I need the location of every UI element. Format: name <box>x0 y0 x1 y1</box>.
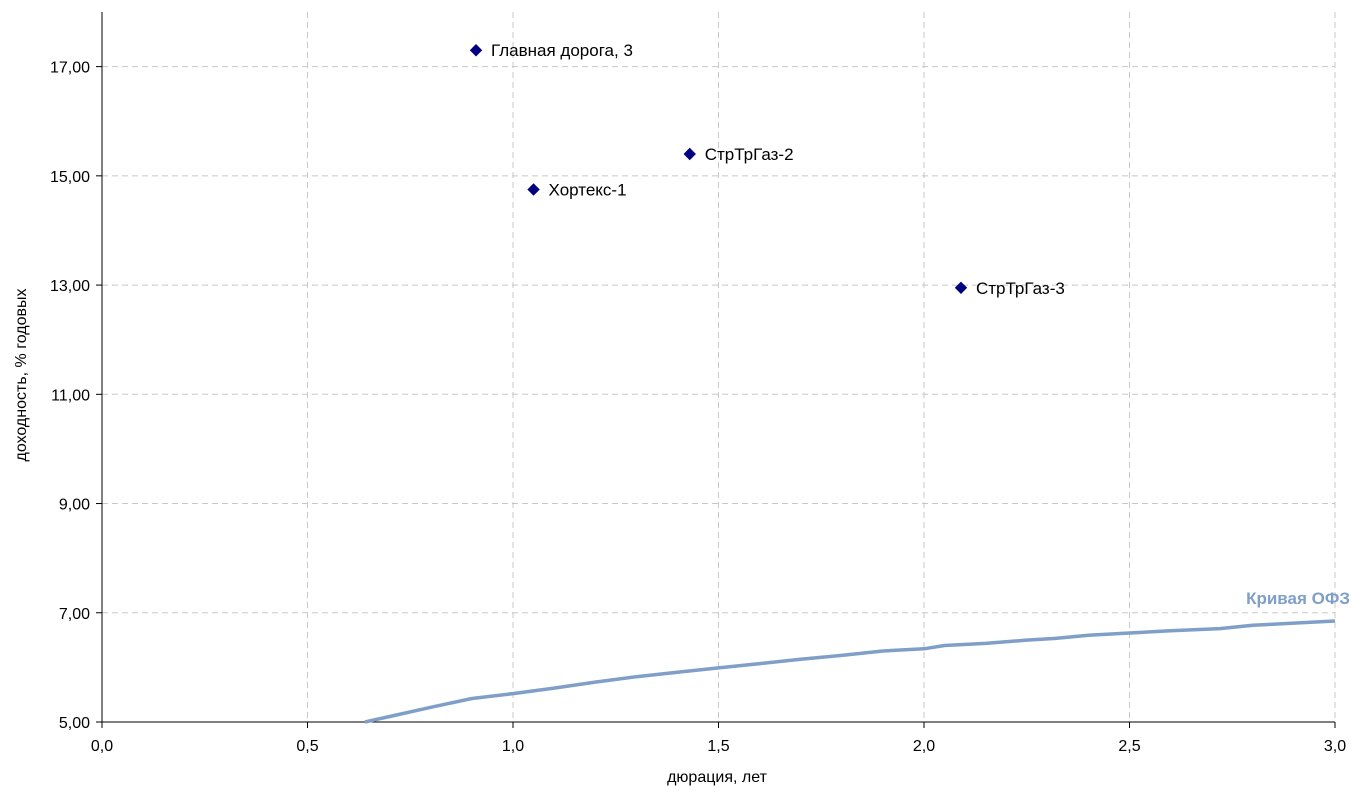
ofz-curve-line <box>364 619 1336 724</box>
data-point-marker <box>527 183 540 196</box>
x-tick-label: 1,0 <box>502 738 524 755</box>
points-layer: Главная дорога, 3 Хортекс-1 СтрТрГаз-2 СтрТ… <box>469 41 1065 298</box>
x-tick-label: 0,0 <box>91 738 113 755</box>
x-tick-label: 2,5 <box>1118 738 1140 755</box>
data-point-marker <box>469 44 483 57</box>
y-tick-label: 11,00 <box>51 387 90 404</box>
x-tick-label: 3,0 <box>1324 738 1346 755</box>
x-tick-label: 1,5 <box>707 738 729 755</box>
data-point-label: Хортекс-1 <box>549 181 627 200</box>
grid-layer <box>102 12 1336 722</box>
x-tick-label: 2,0 <box>913 738 935 755</box>
data-point-marker <box>683 147 696 161</box>
x-axis-title: дюрация, лет <box>667 769 767 786</box>
y-tick-label: 5,00 <box>59 715 90 732</box>
y-tick-label: 9,00 <box>59 497 90 514</box>
curve-layer <box>364 619 1336 724</box>
y-axis-title: доходность, % годовых <box>13 289 30 462</box>
curve-legend-label: Кривая ОФЗ <box>1246 589 1350 608</box>
data-point-label: СтрТрГаз-2 <box>705 145 794 164</box>
axes-layer: 0,0 0,5 1,0 1,5 2,0 2,5 3,0 5,00 7,00 9,00 11,00 13… <box>50 12 1346 755</box>
y-tick-label: 17,00 <box>50 60 90 77</box>
data-point-marker <box>954 281 968 295</box>
y-tick-label: 7,00 <box>59 606 90 623</box>
y-tick-label: 15,00 <box>50 169 90 186</box>
y-tick-label: 13,00 <box>50 278 90 295</box>
data-point-label: Главная дорога, 3 <box>491 41 633 60</box>
x-tick-label: 0,5 <box>296 738 318 755</box>
data-point-label: СтрТрГаз-3 <box>976 279 1065 298</box>
